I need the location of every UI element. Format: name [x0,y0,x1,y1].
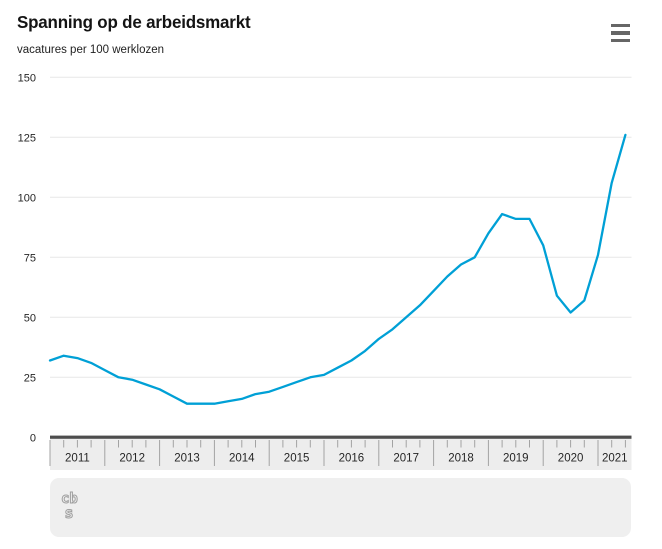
chart-title: Spanning op de arbeidsmarkt [17,12,251,32]
y-axis-label: 125 [18,132,36,144]
x-axis-year-label: 2017 [393,453,419,465]
y-axis-label: 25 [24,372,36,384]
x-axis-year-label: 2018 [448,453,474,465]
x-axis-year-label: 2016 [339,453,365,465]
chart-subtitle: vacatures per 100 werklozen [17,44,165,56]
y-axis-label: 0 [30,432,36,444]
hamburger-icon [611,38,630,42]
data-series-line [48,133,627,405]
zero-axis-line [50,435,632,439]
x-axis-year-label: 2013 [174,453,200,465]
context-menu-button[interactable] [611,23,631,43]
x-axis-year-label: 2021 [602,453,628,465]
cbs-logo: cb s [61,491,79,523]
x-axis-year-label: 2014 [229,453,255,465]
svg-text:s: s [65,504,74,522]
y-axis-label: 50 [24,312,36,324]
hamburger-icon [611,24,630,28]
x-axis-year-label: 2020 [558,453,584,465]
x-axis-year-label: 2015 [284,453,310,465]
hamburger-icon [611,31,630,35]
footer-band: cb s [50,478,631,537]
svg-text:cb: cb [61,491,78,507]
y-axis-label: 150 [18,72,36,84]
x-axis-year-label: 2012 [119,453,145,465]
y-axis-label: 100 [18,192,36,204]
y-axis-label: 75 [24,252,36,264]
x-axis-band [50,438,632,470]
x-axis-year-label: 2011 [65,453,90,465]
x-axis-year-label: 2019 [503,453,529,465]
